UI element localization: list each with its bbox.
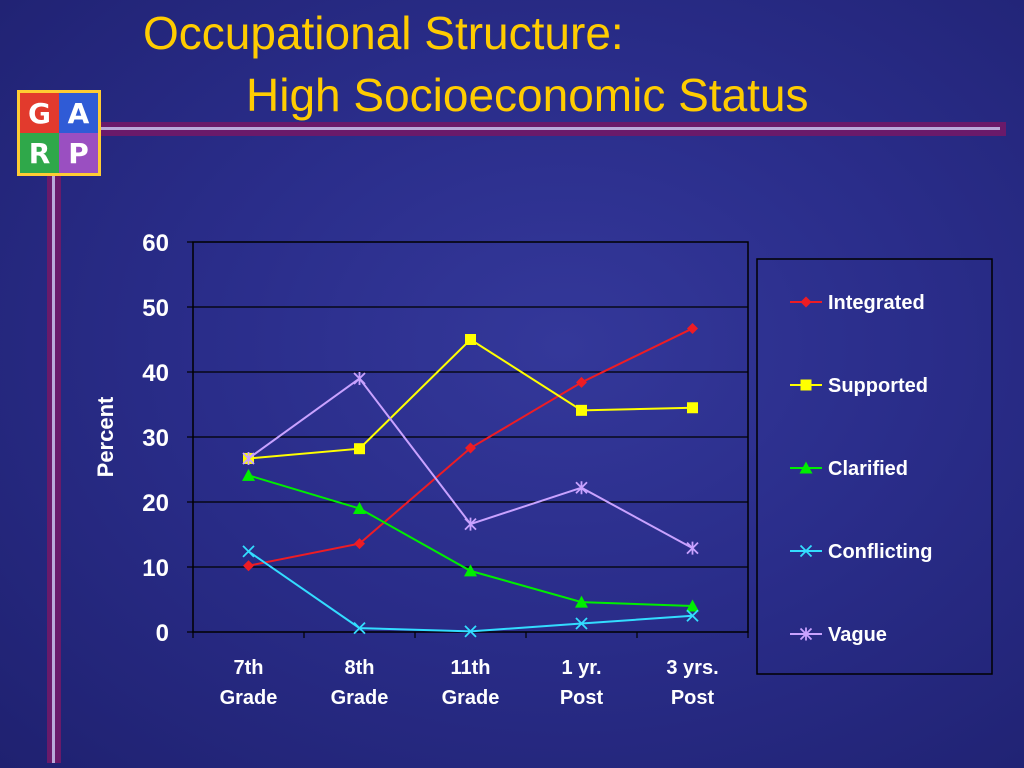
- logo-letter-a: A: [59, 93, 98, 133]
- data-point-conflicting: [353, 621, 366, 635]
- y-tick-label: 60: [142, 230, 169, 257]
- y-tick-label: 0: [156, 620, 169, 647]
- data-point-clarified: [353, 502, 366, 514]
- legend-label-conflicting: Conflicting: [828, 541, 932, 563]
- logo-letter-r: R: [20, 133, 59, 173]
- x-category-label: Post: [671, 687, 715, 709]
- data-point-supported: [354, 443, 365, 455]
- data-point-vague: [464, 517, 477, 531]
- slide-title-line-1: Occupational Structure:: [143, 7, 624, 59]
- data-point-conflicting: [242, 545, 255, 558]
- data-point-clarified: [464, 564, 477, 577]
- data-point-integrated: [576, 376, 587, 388]
- data-point-integrated: [243, 560, 254, 572]
- x-category-label: 1 yr.: [561, 657, 601, 679]
- series-line-clarified: [248, 474, 693, 607]
- x-category-label: Post: [560, 687, 604, 709]
- logo-letter-g: G: [20, 93, 59, 133]
- x-category-label: 8th: [345, 657, 375, 679]
- legend-label-supported: Supported: [828, 375, 928, 397]
- data-point-supported: [576, 404, 587, 416]
- data-point-supported: [465, 334, 476, 345]
- legend-label-vague: Vague: [828, 624, 887, 646]
- x-category-label: 3 yrs.: [666, 657, 718, 679]
- y-tick-label: 10: [142, 555, 169, 582]
- data-point-vague: [353, 372, 366, 385]
- data-point-conflicting: [464, 625, 477, 638]
- legend-marker-clarified: [799, 461, 813, 474]
- data-point-vague: [686, 541, 699, 555]
- data-point-vague: [242, 451, 255, 465]
- data-point-integrated: [465, 442, 476, 454]
- series-line-supported: [248, 338, 693, 460]
- x-category-label: 7th: [234, 657, 264, 679]
- logo-letter-p: P: [59, 133, 98, 173]
- x-category-label: Grade: [220, 687, 278, 709]
- legend-box: [756, 258, 993, 675]
- legend-marker-integrated: [800, 296, 812, 308]
- garp-logo: G A R P: [17, 90, 101, 176]
- data-point-conflicting: [686, 609, 699, 622]
- legend-marker-vague: [799, 627, 813, 641]
- data-point-integrated: [687, 322, 698, 334]
- series-line-conflicting: [247, 550, 693, 633]
- y-tick-label: 30: [142, 425, 169, 452]
- data-point-clarified: [686, 599, 699, 612]
- y-tick-label: 40: [142, 360, 169, 387]
- x-category-label: 11th: [450, 657, 490, 679]
- data-point-conflicting: [575, 617, 588, 630]
- y-tick-label: 50: [142, 295, 169, 322]
- data-point-integrated: [354, 538, 365, 550]
- data-point-supported: [687, 402, 698, 414]
- horizontal-divider: [100, 122, 1006, 136]
- y-tick-label: 20: [142, 490, 169, 517]
- vertical-divider: [47, 175, 61, 763]
- legend-marker-conflicting: [799, 544, 813, 558]
- data-point-vague: [575, 481, 588, 495]
- data-point-clarified: [575, 595, 588, 608]
- data-point-clarified: [242, 468, 255, 481]
- legend-label-clarified: Clarified: [828, 458, 908, 480]
- x-category-label: Grade: [442, 687, 500, 709]
- slide-title-line-2: High Socioeconomic Status: [246, 69, 809, 121]
- x-category-label: Grade: [331, 687, 389, 709]
- y-axis-label: Percent: [93, 396, 118, 477]
- legend-label-integrated: Integrated: [828, 292, 925, 314]
- legend-marker-supported: [800, 379, 812, 391]
